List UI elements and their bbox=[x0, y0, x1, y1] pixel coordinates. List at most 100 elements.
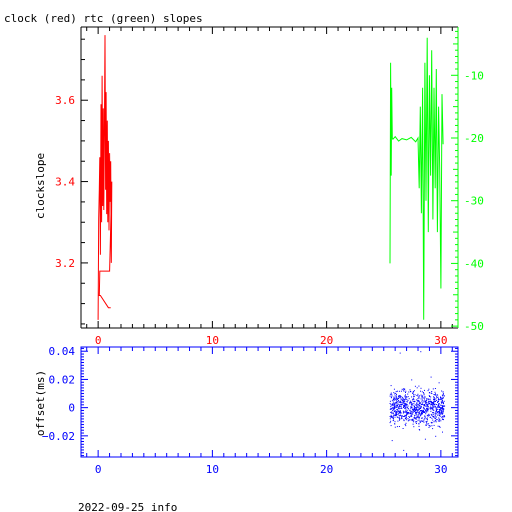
offset-point bbox=[433, 407, 434, 409]
offset-point bbox=[416, 403, 418, 405]
offset-point bbox=[402, 428, 404, 429]
offset-point bbox=[410, 406, 412, 408]
offset-point bbox=[397, 406, 399, 408]
offset-point bbox=[389, 416, 391, 417]
offset-point bbox=[427, 410, 429, 412]
series-line-rtc bbox=[389, 37, 444, 320]
offset-point bbox=[426, 417, 428, 419]
offset-point bbox=[431, 391, 433, 392]
offset-point bbox=[391, 412, 393, 414]
offset-point bbox=[427, 407, 429, 409]
offset-point bbox=[433, 399, 435, 400]
offset-point bbox=[406, 406, 408, 408]
offset-point bbox=[434, 403, 436, 405]
offset-point bbox=[396, 406, 398, 408]
offset-point bbox=[410, 407, 412, 409]
offset-point bbox=[423, 410, 424, 412]
offset-point bbox=[404, 416, 406, 417]
offset-point bbox=[424, 398, 425, 400]
offset-point bbox=[433, 397, 435, 399]
offset-point bbox=[411, 415, 413, 417]
offset-point bbox=[430, 407, 432, 409]
offset-point bbox=[391, 403, 393, 405]
offset-point bbox=[414, 401, 415, 403]
offset-point bbox=[440, 406, 442, 408]
offset-point bbox=[440, 396, 441, 398]
offset-point bbox=[437, 401, 438, 403]
offset-point bbox=[419, 421, 421, 423]
offset-point bbox=[439, 414, 441, 416]
offset-point bbox=[436, 410, 438, 412]
offset-point bbox=[428, 413, 430, 415]
offset-point bbox=[399, 410, 401, 412]
offset-point bbox=[432, 405, 434, 407]
offset-point bbox=[405, 405, 407, 406]
offset-point bbox=[397, 420, 399, 422]
offset-point bbox=[442, 410, 444, 412]
offset-point bbox=[405, 410, 406, 412]
top-y-tick-label: 3.6 bbox=[55, 94, 75, 107]
offset-point bbox=[406, 401, 408, 403]
offset-point bbox=[444, 405, 446, 407]
offset-point bbox=[420, 420, 422, 422]
top-series-rtc bbox=[389, 37, 444, 320]
offset-point bbox=[441, 407, 443, 409]
offset-point bbox=[437, 396, 439, 398]
offset-point bbox=[403, 402, 405, 404]
offset-point bbox=[438, 382, 440, 384]
offset-point bbox=[424, 404, 426, 406]
offset-point bbox=[424, 438, 426, 440]
offset-point bbox=[404, 399, 405, 401]
offset-point bbox=[428, 388, 430, 390]
offset-point bbox=[395, 404, 397, 406]
offset-point bbox=[431, 425, 433, 427]
offset-point bbox=[399, 411, 401, 413]
offset-point bbox=[418, 423, 420, 425]
offset-point bbox=[430, 407, 432, 409]
offset-point bbox=[405, 406, 407, 408]
offset-point bbox=[428, 395, 430, 397]
offset-point bbox=[402, 400, 404, 402]
offset-point bbox=[394, 403, 396, 405]
bottom-y-tick-label: −0.02 bbox=[42, 430, 75, 443]
offset-point bbox=[417, 416, 419, 418]
offset-point bbox=[405, 422, 407, 424]
offset-point bbox=[425, 411, 427, 413]
offset-point bbox=[391, 416, 393, 418]
offset-point bbox=[437, 401, 439, 403]
offset-point bbox=[405, 392, 406, 393]
offset-point bbox=[416, 402, 418, 404]
offset-point bbox=[396, 390, 398, 392]
offset-point bbox=[394, 415, 396, 416]
offset-point bbox=[412, 391, 414, 392]
offset-point bbox=[392, 409, 394, 411]
offset-point bbox=[420, 402, 422, 404]
offset-point bbox=[424, 415, 426, 417]
offset-point bbox=[411, 403, 413, 404]
offset-point bbox=[424, 400, 426, 402]
offset-point bbox=[416, 416, 418, 418]
offset-point bbox=[419, 429, 421, 431]
offset-point bbox=[430, 403, 432, 405]
offset-point bbox=[398, 416, 400, 418]
offset-point bbox=[435, 408, 437, 410]
offset-point bbox=[424, 396, 426, 398]
offset-point bbox=[403, 388, 405, 390]
top-y2-tick-label: -30 bbox=[464, 195, 484, 208]
offset-point bbox=[411, 419, 413, 421]
offset-point bbox=[417, 419, 419, 421]
offset-point bbox=[401, 415, 403, 417]
offset-point bbox=[432, 414, 434, 416]
offset-point bbox=[441, 415, 443, 417]
offset-point bbox=[404, 403, 406, 405]
offset-point bbox=[415, 414, 417, 416]
offset-point bbox=[414, 411, 416, 412]
offset-point bbox=[409, 401, 411, 403]
offset-point bbox=[394, 421, 396, 423]
offset-point bbox=[414, 416, 415, 418]
offset-point bbox=[425, 402, 427, 404]
offset-point bbox=[418, 417, 420, 419]
offset-point bbox=[413, 420, 415, 422]
offset-point bbox=[422, 420, 424, 422]
offset-point bbox=[392, 401, 394, 403]
